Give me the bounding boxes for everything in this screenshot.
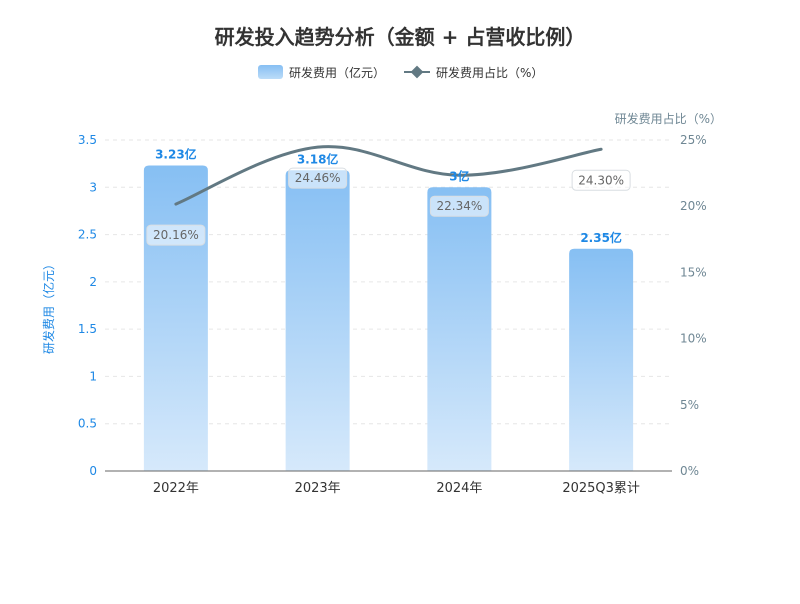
left-tick-label: 3 xyxy=(89,180,97,194)
left-tick-label: 2 xyxy=(89,275,97,289)
ratio-label-text: 22.34% xyxy=(436,199,482,213)
bar[interactable] xyxy=(285,170,350,471)
bar[interactable] xyxy=(143,165,208,471)
ratio-label-text: 24.30% xyxy=(578,173,624,187)
ratio-value-label: 20.16% xyxy=(146,224,206,246)
line-series xyxy=(174,145,603,206)
ratio-value-label: 24.46% xyxy=(288,167,348,189)
x-tick-label: 2025Q3累计 xyxy=(562,481,640,496)
x-tick-label: 2022年 xyxy=(153,481,199,496)
left-axis: 0 0.5 1 1.5 2 2.5 3 3.5 xyxy=(78,133,97,478)
left-tick-label: 1.5 xyxy=(78,322,97,336)
right-tick-label: 15% xyxy=(680,265,707,279)
legend-bar-swatch xyxy=(258,65,283,79)
x-tick-label: 2024年 xyxy=(436,481,482,496)
left-axis-title: 研发费用（亿元） xyxy=(41,258,56,354)
chart-title: 研发投入趋势分析（金额 + 占营收比例） xyxy=(215,25,586,49)
bar[interactable] xyxy=(569,248,634,471)
bar-value-label: 3亿 xyxy=(449,168,469,183)
ratio-label-text: 24.46% xyxy=(295,171,341,185)
right-tick-label: 10% xyxy=(680,332,707,346)
ratio-label-box xyxy=(571,169,631,191)
legend-item-line[interactable]: 研发费用占比（%） xyxy=(404,65,543,80)
legend-line-label: 研发费用占比（%） xyxy=(436,65,543,80)
data-labels: 3.23亿 3.18亿 3亿 2.35亿 20.16% 24.46% 22.34% 24.30… xyxy=(146,147,631,246)
x-tick-label: 2023年 xyxy=(295,481,341,496)
ratio-value-label: 22.34% xyxy=(429,195,489,217)
ratio-label-box xyxy=(146,224,206,246)
ratio-label-box xyxy=(429,195,489,217)
bar[interactable] xyxy=(427,187,492,472)
left-tick-label: 1 xyxy=(89,369,97,383)
right-axis-title: 研发费用占比（%） xyxy=(615,111,722,126)
left-tick-label: 0.5 xyxy=(78,417,97,431)
x-axis: 2022年 2023年 2024年 2025Q3累计 xyxy=(105,470,672,496)
right-axis: 0% 5% 10% 15% 20% 25% xyxy=(680,133,707,478)
bar-value-label: 2.35亿 xyxy=(580,230,622,245)
ratio-label-box xyxy=(288,167,348,189)
ratio-label-text: 20.16% xyxy=(153,228,199,242)
left-tick-label: 3.5 xyxy=(78,133,97,147)
right-tick-label: 25% xyxy=(680,133,707,147)
legend-line-marker xyxy=(410,65,424,79)
right-tick-label: 5% xyxy=(680,398,699,412)
right-tick-label: 0% xyxy=(680,464,699,478)
bar-series xyxy=(143,165,634,472)
left-tick-label: 0 xyxy=(89,464,97,478)
right-tick-label: 20% xyxy=(680,199,707,213)
legend-item-bar[interactable]: 研发费用（亿元） xyxy=(258,65,385,80)
legend-bar-label: 研发费用（亿元） xyxy=(289,65,385,80)
bar-value-label: 3.23亿 xyxy=(155,147,197,162)
bar-value-label: 3.18亿 xyxy=(297,151,339,166)
legend: 研发费用（亿元） 研发费用占比（%） xyxy=(258,65,543,80)
ratio-line[interactable] xyxy=(174,145,603,206)
ratio-value-label: 24.30% xyxy=(571,169,631,191)
left-tick-label: 2.5 xyxy=(78,228,97,242)
